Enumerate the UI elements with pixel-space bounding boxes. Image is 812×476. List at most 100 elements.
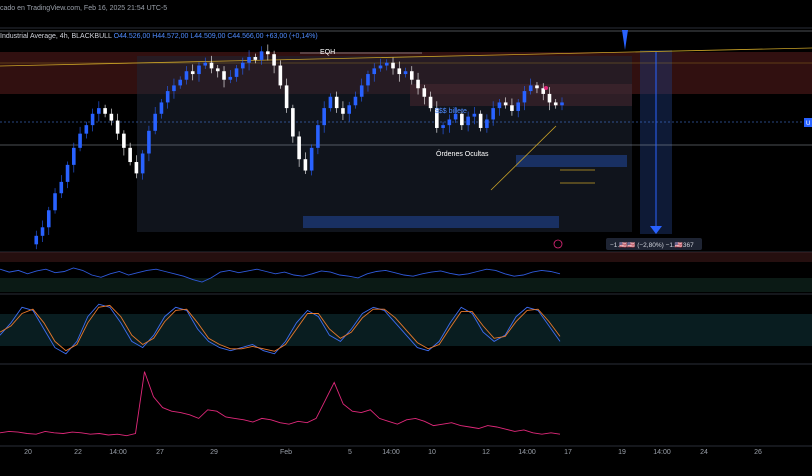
liquidity-label: $$$ billete: [435, 108, 467, 115]
candle-body: [184, 71, 189, 80]
range-box: [137, 56, 632, 232]
x-tick-label: 29: [210, 449, 218, 456]
candle-body: [241, 62, 245, 69]
candle-body: [485, 119, 489, 128]
x-tick-label: 14:00: [382, 449, 400, 456]
candle-body: [247, 57, 251, 63]
candle-body: [497, 102, 502, 109]
candle-body: [366, 74, 370, 86]
x-tick-label: 20: [24, 449, 32, 456]
candle-body: [40, 227, 45, 236]
stoch-d-line: [0, 304, 561, 352]
candle-body: [460, 113, 464, 126]
lower-indicator-series: [0, 371, 561, 437]
candle-body: [316, 125, 320, 148]
candle-body: [303, 159, 308, 171]
candlestick-series[interactable]: [34, 44, 564, 250]
candle-body: [72, 147, 76, 165]
candle-body: [409, 71, 414, 80]
candle-body: [522, 91, 527, 103]
candle-body: [134, 162, 139, 174]
candle-body: [266, 51, 270, 55]
candle-body: [78, 133, 82, 148]
candle-body: [503, 102, 508, 106]
x-tick-label: 26: [754, 449, 762, 456]
candle-body: [328, 96, 333, 109]
x-tick-label: 14:00: [518, 449, 536, 456]
arrow-marker-icon[interactable]: [622, 30, 628, 50]
x-tick-label: 14:00: [109, 449, 127, 456]
x-tick-label: 22: [74, 449, 82, 456]
price-legend: Industrial Average, 4h, BLACKBULL O44.52…: [0, 33, 318, 40]
candle-body: [447, 119, 452, 126]
candle-body: [259, 51, 264, 60]
candle-body: [334, 96, 339, 109]
x-axis: 20 22 14:00 27 29 Feb 5 14:00 10 12 14:00 17 19 14:00…: [24, 449, 762, 456]
x-tick-label: 27: [156, 449, 164, 456]
flash-icon[interactable]: [553, 239, 563, 249]
right-price-tag-label: U: [806, 121, 810, 127]
candle-body: [435, 108, 439, 128]
candle-body: [541, 88, 546, 94]
published-text: cado en TradingView.com, Feb 16, 2025 21…: [0, 5, 168, 12]
candle-body: [391, 62, 395, 69]
candle-body: [272, 54, 276, 66]
low-value: L44.509,00: [190, 33, 226, 40]
candle-body: [491, 108, 495, 120]
candle-body: [228, 76, 233, 80]
symbol-text: Industrial Average, 4h, BLACKBULL: [0, 33, 112, 40]
demand-zone-1: [303, 216, 559, 228]
candle-body: [428, 96, 433, 109]
candle-body: [34, 235, 39, 245]
candle-body: [109, 113, 114, 121]
candle-body: [403, 71, 408, 75]
candle-body: [560, 102, 564, 106]
x-tick-label: 5: [348, 449, 352, 456]
candle-body: [441, 125, 445, 128]
candle-body: [291, 108, 295, 137]
candle-body: [165, 91, 170, 103]
close-value: C44.566,00: [227, 33, 264, 40]
candle-body: [478, 113, 483, 128]
candle-body: [197, 65, 201, 75]
candle-body: [46, 210, 51, 228]
candle-body: [422, 88, 427, 97]
candle-body: [553, 102, 558, 106]
measure-label-box: [606, 238, 702, 250]
candle-body: [341, 108, 345, 114]
published-header: cado en TradingView.com, Feb 16, 2025 21…: [0, 0, 812, 18]
candle-body: [353, 96, 358, 106]
candle-body: [115, 120, 120, 134]
measure-arrow-head: [650, 226, 662, 234]
candle-body: [178, 79, 183, 86]
candle-body: [535, 85, 539, 89]
x-tick-label: 12: [482, 449, 490, 456]
open-value: O44.526,00: [113, 33, 151, 40]
rsi-band: [0, 252, 812, 262]
x-tick-label: Feb: [280, 449, 292, 456]
candle-body: [416, 79, 420, 89]
candle-body: [472, 113, 477, 117]
alert-dot-icon[interactable]: [544, 86, 548, 90]
eqh-label: EQH: [320, 49, 335, 56]
trendline[interactable]: [490, 125, 557, 191]
candle-body: [453, 113, 458, 120]
rsi-band-low: [0, 278, 812, 292]
candle-body: [516, 102, 520, 111]
candle-body: [103, 108, 107, 114]
candle-body: [190, 71, 195, 75]
candle-body: [347, 105, 351, 114]
lower-indicator-line: [0, 371, 561, 437]
change-value: +63,00 (+0,14%): [265, 33, 318, 40]
candle-body: [128, 147, 132, 163]
x-tick-label: 24: [700, 449, 708, 456]
hidden-orders-label: Órdenes Ocultas: [436, 149, 489, 158]
x-tick-label: 19: [618, 449, 626, 456]
candle-body: [278, 65, 283, 86]
candle-body: [97, 108, 101, 114]
candle-body: [378, 65, 383, 69]
candle-body: [90, 113, 95, 126]
candle-body: [140, 153, 145, 174]
x-tick-label: 10: [428, 449, 436, 456]
